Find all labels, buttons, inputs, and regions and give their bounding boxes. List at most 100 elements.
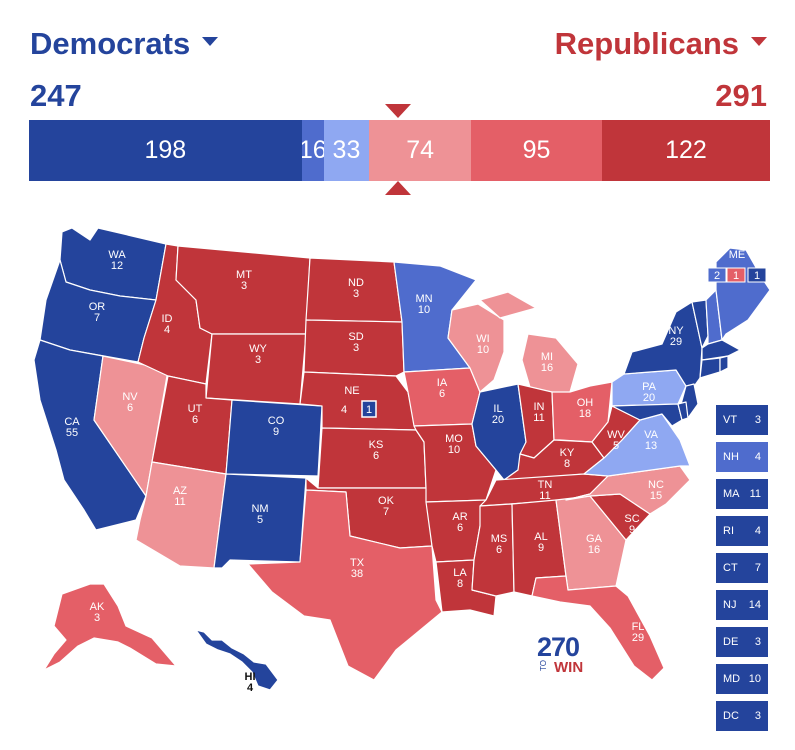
me-district-box-3[interactable] (747, 267, 767, 283)
small-state-ma[interactable]: MA 11 (716, 479, 768, 509)
state-ev-ia: 6 (439, 388, 445, 400)
state-label-va: VA (644, 429, 659, 441)
small-state-ri[interactable]: RI 4 (716, 516, 768, 546)
me-district-box-1[interactable] (707, 267, 727, 283)
state-label-wi: WI (476, 333, 489, 345)
state-sd[interactable] (303, 319, 405, 377)
state-label-nc: NC (648, 479, 664, 491)
small-state-ev: 7 (754, 562, 761, 574)
state-nc[interactable] (565, 465, 691, 515)
state-ev-oh: 18 (579, 408, 591, 420)
state-ev-nd: 3 (353, 288, 359, 300)
small-state-nj[interactable]: NJ 14 (716, 590, 768, 620)
state-ev-mi: 16 (541, 362, 553, 374)
state-ev-wy: 3 (255, 354, 261, 366)
bar-segment-safe-dem: 198 (29, 120, 302, 181)
state-de[interactable] (677, 401, 689, 421)
small-state-ev: 4 (754, 451, 761, 463)
state-hi[interactable] (195, 629, 279, 691)
state-ev-az: 11 (174, 496, 185, 508)
state-label-wv: WV (607, 429, 625, 441)
state-ev-ms: 6 (496, 544, 502, 556)
chevron-down-icon (202, 37, 219, 47)
state-label-nd: ND (348, 277, 364, 289)
state-label-fl: FL (632, 621, 645, 633)
state-ev-mt: 3 (241, 280, 247, 292)
small-state-abbr: DE (723, 636, 739, 648)
state-label-in: IN (534, 401, 545, 413)
state-label-ky: KY (560, 447, 575, 459)
state-ev-nv: 6 (127, 402, 133, 414)
state-ev-ky: 8 (564, 458, 570, 470)
state-tx[interactable] (247, 489, 443, 681)
state-me[interactable] (715, 247, 771, 341)
republicans-dropdown[interactable]: Republicans (555, 26, 767, 62)
state-label-mi: MI (541, 351, 553, 363)
logo-number: 270 (537, 632, 580, 662)
state-ev-ak: 3 (94, 612, 100, 624)
state-ev-ok: 7 (383, 506, 389, 518)
state-ev-va: 13 (645, 440, 657, 452)
small-state-ev: 11 (749, 488, 761, 500)
state-label-la: LA (453, 567, 467, 579)
small-state-ev: 14 (748, 599, 761, 611)
state-label-nv: NV (122, 391, 138, 403)
republicans-label: Republicans (554, 26, 739, 61)
me-district-1-ev: 2 (714, 270, 720, 282)
state-ev-il: 20 (492, 414, 504, 426)
ne-district-box[interactable] (361, 400, 377, 418)
small-state-ct[interactable]: CT 7 (716, 553, 768, 583)
democrats-total: 247 (30, 78, 82, 113)
small-state-ev: 3 (754, 636, 761, 648)
state-ev-ny: 29 (670, 336, 682, 348)
state-fl[interactable] (531, 575, 665, 681)
state-ri[interactable] (719, 355, 729, 373)
state-label-oh: OH (577, 397, 594, 409)
state-wi[interactable] (447, 303, 505, 393)
small-state-vt[interactable]: VT 3 (716, 405, 768, 435)
state-label-co: CO (268, 415, 285, 427)
state-label-hi: HI (245, 671, 256, 683)
state-label-wy: WY (249, 343, 267, 355)
republicans-total: 291 (715, 78, 767, 113)
state-label-ga: GA (586, 533, 603, 545)
state-label-il: IL (493, 403, 502, 415)
democrats-dropdown[interactable]: Democrats (30, 26, 219, 62)
state-label-ks: KS (369, 439, 384, 451)
state-az[interactable] (135, 461, 227, 569)
small-state-de[interactable]: DE 3 (716, 627, 768, 657)
state-label-ok: OK (378, 495, 395, 507)
state-ev-la: 8 (457, 578, 463, 590)
small-state-ev: 3 (754, 710, 761, 722)
state-ev-sc: 9 (629, 524, 635, 536)
small-state-dc[interactable]: DC 3 (716, 701, 768, 731)
state-label-ms: MS (491, 533, 508, 545)
small-state-abbr: MD (723, 673, 741, 685)
state-ev-wv: 5 (613, 440, 619, 452)
state-label-sd: SD (348, 331, 363, 343)
state-label-mt: MT (236, 269, 252, 281)
state-label-ca: CA (64, 416, 80, 428)
state-label-al: AL (534, 531, 547, 543)
small-state-nh[interactable]: NH 4 (716, 442, 768, 472)
small-state-abbr: CT (723, 562, 738, 574)
small-state-abbr: VT (723, 414, 738, 426)
state-ct[interactable] (699, 357, 721, 379)
small-state-abbr: RI (723, 525, 734, 537)
state-label-sc: SC (624, 513, 639, 525)
state-ev-or: 7 (94, 312, 100, 324)
state-mi-upper[interactable] (479, 291, 537, 319)
small-state-md[interactable]: MD 10 (716, 664, 768, 694)
state-ak[interactable] (43, 583, 177, 671)
chevron-down-icon (751, 37, 767, 47)
logo-to: TO (539, 660, 548, 671)
state-co[interactable] (225, 399, 323, 477)
small-state-ev: 4 (754, 525, 761, 537)
state-label-pa: PA (642, 381, 657, 393)
state-ev-ga: 16 (588, 544, 600, 556)
state-ev-pa: 20 (643, 392, 655, 404)
state-ev-id: 4 (164, 324, 170, 336)
me-district-box-2[interactable] (726, 267, 746, 283)
me-district-2-ev: 1 (733, 270, 739, 282)
